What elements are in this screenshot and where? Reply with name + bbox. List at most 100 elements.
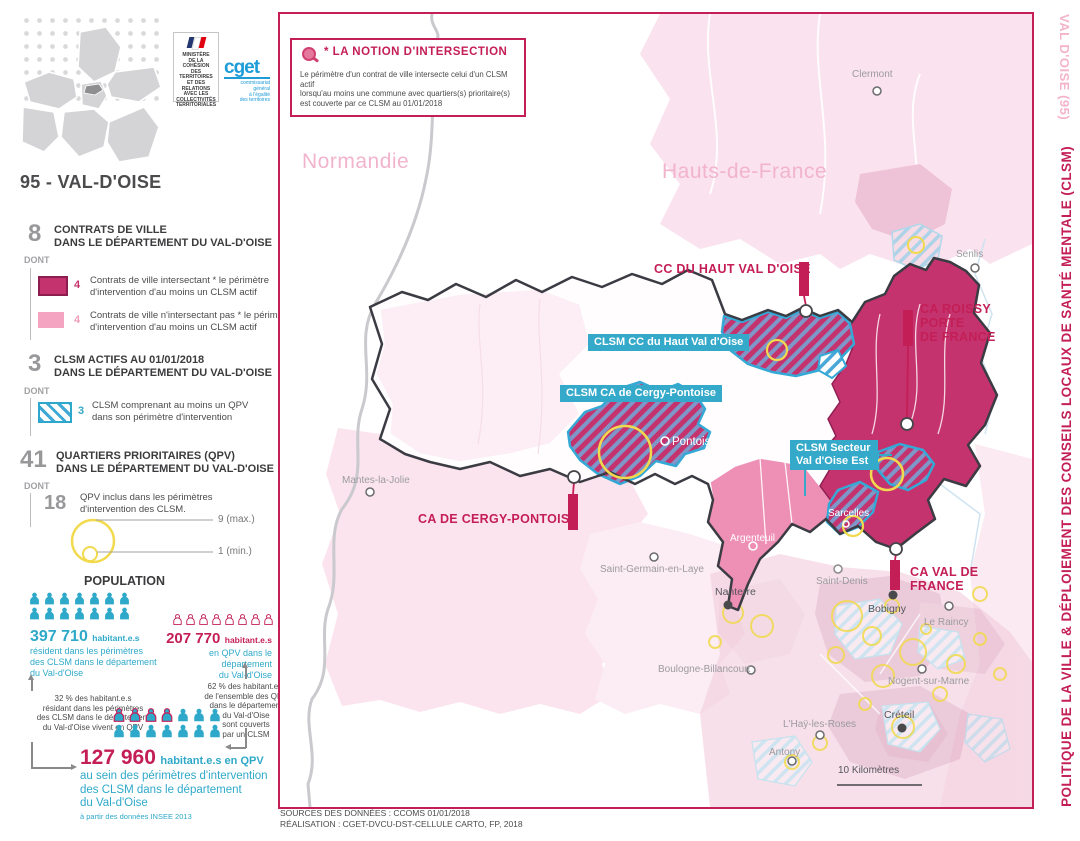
stat-both-population: 127 960 habitant.e.s en QPV au sein des … bbox=[80, 746, 268, 821]
epci-callout-anchors bbox=[567, 304, 914, 556]
region-hauts-de-france-fill bbox=[640, 14, 1032, 269]
pictogram-clsm-population bbox=[28, 592, 131, 620]
scale-label: 10 Kilomètres bbox=[838, 765, 900, 776]
french-flag-icon bbox=[186, 37, 206, 50]
swatch-non-intersecting bbox=[38, 312, 64, 328]
magnifier-icon bbox=[300, 46, 320, 66]
clsm-count: 3 bbox=[28, 350, 42, 377]
non-intersecting-label: Contrats de ville n'intersectant pas * l… bbox=[90, 310, 295, 333]
stat-both-source: à partir des données INSEE 2013 bbox=[80, 811, 192, 821]
town-label-antony: Antony bbox=[769, 747, 801, 758]
town-label-sarcelles: Sarcelles bbox=[828, 508, 870, 519]
stat-qpv-number: 207 770 bbox=[166, 630, 221, 647]
note-left: 32 % des habitant.e.s résidant dans les … bbox=[36, 694, 150, 732]
note-box-title: * LA NOTION D'INTERSECTION bbox=[324, 46, 508, 58]
qpv-circle-min-label: 1 (min.) bbox=[218, 546, 252, 557]
connector-line bbox=[31, 742, 33, 768]
town-label-le-raincy: Le Raincy bbox=[924, 617, 969, 628]
legend-divider bbox=[30, 493, 31, 527]
clsm-label-est: CLSM Secteur Val d'Oise Est bbox=[790, 440, 878, 470]
ministry-logo: MINISTÈRE DE LA COHÉSION DES TERRITOIRES… bbox=[173, 32, 219, 108]
contracts-title: CONTRATS DE VILLE DANS LE DÉPARTEMENT DU… bbox=[54, 224, 272, 249]
qpv-circles-main bbox=[597, 338, 905, 538]
stat-clsm-unit: habitant.e.s bbox=[92, 633, 140, 643]
cget-logo-subtext: commissariat général à l'égalité des ter… bbox=[239, 80, 270, 104]
commune-boundaries bbox=[759, 457, 793, 545]
stat-both-desc: au sein des périmètres d'intervention de… bbox=[80, 770, 268, 809]
stat-qpv-unit: habitant.e.s bbox=[224, 635, 272, 645]
pictogram-qpv-population bbox=[172, 614, 274, 625]
contracts-dont-label: DONT bbox=[24, 255, 50, 265]
paris-agglomeration-faded bbox=[700, 554, 1032, 807]
qpv-included-label: QPV inclus dans les périmètres d'interve… bbox=[80, 492, 213, 515]
cget-logo-text: cget bbox=[224, 58, 270, 79]
region-creil-fill bbox=[855, 164, 952, 242]
vexin-pale-fill bbox=[375, 288, 591, 463]
arrow-up-icon bbox=[242, 662, 248, 668]
stat-both-unit: habitant.e.s en QPV bbox=[160, 755, 264, 767]
clsm-title: CLSM ACTIFS AU 01/01/2018 DANS LE DÉPART… bbox=[54, 354, 272, 379]
connector-line bbox=[245, 667, 247, 679]
department-val-doise-outline bbox=[368, 256, 999, 612]
contracts-count: 8 bbox=[28, 220, 42, 247]
town-label-saint-germain: Saint-Germain-en-Laye bbox=[600, 564, 704, 575]
region-yvelines-fill bbox=[322, 426, 648, 714]
realisation-line: RÉALISATION : CGET-DVCU-DST-CELLULE CART… bbox=[280, 819, 523, 829]
val-doise-highlight bbox=[83, 83, 104, 96]
town-label-nogent: Nogent-sur-Marne bbox=[888, 676, 970, 687]
clsm-white-hatch-area bbox=[816, 348, 848, 380]
connector-line bbox=[231, 747, 246, 749]
commune-boundaries bbox=[477, 298, 543, 455]
stat-qpv-population: 207 770 habitant.e.s en QPV dans le dépa… bbox=[160, 630, 272, 681]
swatch-intersecting bbox=[38, 276, 68, 296]
epci-callout-markers bbox=[568, 262, 913, 590]
town-label-mantes: Mantes-la-Jolie bbox=[342, 475, 410, 486]
note-box-body: Le périmètre d'un contrat de ville inter… bbox=[300, 70, 510, 108]
qpv-circle-scale bbox=[70, 518, 213, 564]
intersecting-count: 4 bbox=[74, 279, 81, 291]
stat-qpv-desc: en QPV dans le département du Val-d'Oise bbox=[208, 648, 272, 680]
legend-divider bbox=[30, 398, 31, 436]
population-title: POPULATION bbox=[84, 574, 166, 588]
town-label-bobigny: Bobigny bbox=[868, 603, 906, 615]
qpv-circles-faded bbox=[708, 586, 1007, 770]
page-title: 95 - VAL-D'OISE bbox=[20, 172, 162, 192]
stat-clsm-desc: résident dans les périmètres des CLSM da… bbox=[30, 646, 157, 678]
map-canvas bbox=[306, 14, 1032, 807]
stat-both-number: 127 960 bbox=[80, 746, 156, 769]
pictogram-qpv-clsm-population bbox=[112, 708, 222, 738]
clsm-qpv-label: CLSM comprenant au moins un QPV dans son… bbox=[92, 400, 249, 423]
swatch-clsm-hatched bbox=[38, 402, 72, 423]
qpv-title: QUARTIERS PRIORITAIRES (QPV) DANS LE DÉP… bbox=[56, 450, 274, 475]
town-label-lhay: L'Haÿ-les-Roses bbox=[783, 719, 857, 730]
qpv-included-count: 18 bbox=[44, 492, 67, 514]
town-label-clermont: Clermont bbox=[852, 69, 893, 80]
epci-label-haut-val-doise: CC DU HAUT VAL D'OISE bbox=[654, 262, 811, 276]
town-label-pontoise: Pontoise bbox=[672, 436, 717, 448]
region-saint-germain-fill bbox=[580, 522, 750, 714]
region-label-hauts-de-france: Hauts-de-France bbox=[662, 160, 828, 183]
qpv-dont-label: DONT bbox=[24, 481, 50, 491]
arrow-left-icon bbox=[225, 744, 231, 750]
qpv-count: 41 bbox=[20, 446, 47, 473]
qpv-circle bbox=[907, 236, 925, 254]
intersecting-label: Contrats de ville intersectant * le péri… bbox=[90, 275, 269, 298]
non-intersecting-count: 4 bbox=[74, 314, 81, 326]
arrow-up-icon bbox=[28, 674, 34, 680]
stat-clsm-number: 397 710 bbox=[30, 628, 88, 645]
clsm-qpv-count: 3 bbox=[78, 405, 85, 417]
epci-label-val-de-france: CA VAL DE FRANCE bbox=[910, 565, 979, 593]
legend-divider bbox=[30, 268, 31, 340]
town-markers bbox=[365, 86, 980, 766]
arrow-right-icon bbox=[71, 764, 77, 770]
france-locator-minimap bbox=[21, 26, 162, 163]
connector-line bbox=[31, 767, 71, 769]
sidebar-main-title: POLITIQUE DE LA VILLE & DÉPLOIEMENT DES … bbox=[1059, 146, 1074, 807]
town-label-senlis: Senlis bbox=[956, 249, 984, 260]
prefecture-markers bbox=[723, 590, 907, 733]
qpv-circle-max-label: 9 (max.) bbox=[218, 514, 255, 525]
connector-line bbox=[245, 728, 247, 748]
epci-label-cergy: CA DE CERGY-PONTOISE bbox=[418, 512, 579, 526]
town-label-nanterre: Nanterre bbox=[715, 586, 756, 598]
clsm-dont-label: DONT bbox=[24, 386, 50, 396]
